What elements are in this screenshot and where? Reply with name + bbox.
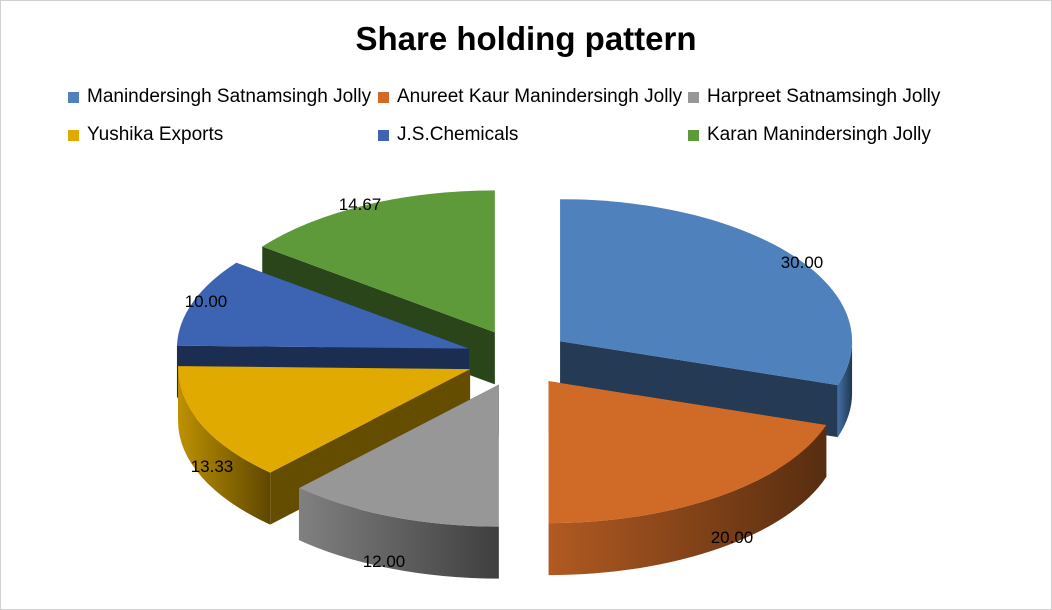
- data-label-anureet: 20.00: [711, 528, 754, 547]
- legend-item-anureet: Anureet Kaur Manindersingh Jolly: [378, 86, 682, 108]
- legend-swatch: [68, 91, 79, 103]
- legend-swatch: [378, 91, 389, 103]
- data-label-harpreet: 12.00: [363, 552, 406, 571]
- data-label-manindersingh: 30.00: [781, 253, 824, 272]
- legend-label: Manindersingh Satnamsingh Jolly: [87, 86, 372, 107]
- pie-slice-harpreet: [298, 384, 499, 527]
- pie-slice-wall-manindersingh: [837, 341, 853, 438]
- pie-slice-yushika: [178, 366, 471, 473]
- legend-swatch: [688, 129, 699, 141]
- pie-slice-jschemicals: [176, 262, 469, 349]
- legend-label: Yushika Exports: [87, 124, 224, 145]
- pie-slice-tops: [176, 190, 853, 527]
- pie-slice-karan: [262, 190, 495, 333]
- pie-slice-wall-anureet: [548, 425, 827, 576]
- legend-label: Karan Manindersingh Jolly: [707, 124, 931, 145]
- legend-item-yushika: Yushika Exports: [68, 124, 223, 146]
- legend-swatch: [68, 129, 79, 141]
- legend: Manindersingh Satnamsingh Jolly Anureet …: [0, 0, 1052, 160]
- chart-title: Share holding pattern: [355, 20, 697, 57]
- legend-label: Anureet Kaur Manindersingh Jolly: [397, 86, 683, 107]
- pie-slice-edge-manindersingh: [560, 341, 838, 438]
- legend-item-harpreet: Harpreet Satnamsingh Jolly: [688, 86, 940, 108]
- pie-slice-wall-yushika: [178, 369, 271, 525]
- legend-item-karan: Karan Manindersingh Jolly: [688, 124, 931, 146]
- pie-slice-manindersingh: [560, 199, 853, 386]
- pie-data-labels: 30.00 20.00 12.00 13.33 10.00 14.67: [185, 195, 824, 571]
- pie-slice-anureet: [548, 381, 827, 524]
- data-label-yushika: 13.33: [191, 457, 234, 476]
- data-label-karan: 14.67: [339, 195, 382, 214]
- legend-label: Harpreet Satnamsingh Jolly: [707, 86, 941, 107]
- legend-swatch: [688, 91, 699, 103]
- legend-swatch: [378, 129, 389, 141]
- legend-label: J.S.Chemicals: [397, 124, 519, 145]
- data-label-jschemicals: 10.00: [185, 292, 228, 311]
- pie-slice-wall-harpreet: [298, 488, 499, 579]
- legend-item-jschemicals: J.S.Chemicals: [378, 124, 518, 146]
- legend-item-manindersingh: Manindersingh Satnamsingh Jolly: [68, 86, 371, 108]
